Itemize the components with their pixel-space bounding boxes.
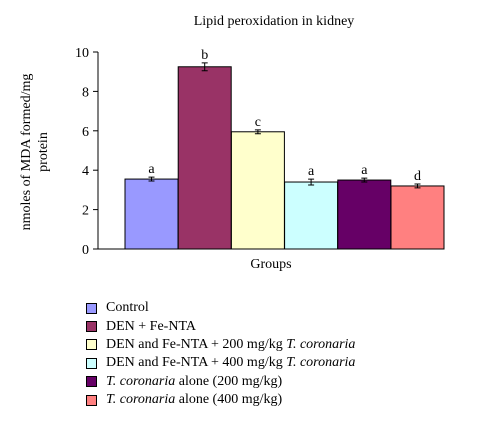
x-axis-label: Groups (250, 257, 291, 272)
y-tick-label: 8 (82, 85, 89, 100)
error-bar (254, 129, 261, 135)
legend-item-den-400: DEN and Fe-NTA + 400 mg/kg T. coronaria (86, 354, 355, 372)
y-tick-label: 2 (82, 204, 89, 219)
legend-item-den-fe-nta: DEN + Fe-NTA (86, 317, 355, 335)
significance-label: d (414, 169, 421, 184)
significance-label: b (201, 48, 208, 63)
legend-swatch (86, 321, 97, 333)
y-tick-label: 0 (82, 243, 89, 258)
y-axis-ticks: 0 2 4 6 8 10 (75, 46, 98, 258)
significance-label: c (255, 115, 261, 130)
legend-label: T. coronaria alone (400 mg/kg) (106, 392, 283, 408)
bar (284, 181, 339, 250)
legend: Control DEN + Fe-NTA DEN and Fe-NTA + 20… (86, 299, 355, 409)
bar (124, 178, 179, 250)
legend-swatch (86, 394, 97, 406)
significance-label: a (361, 163, 368, 178)
significance-label: a (308, 164, 315, 179)
legend-swatch (86, 339, 97, 351)
y-axis-label-line-1: nmoles of MDA formed/mg (19, 74, 34, 231)
error-bar (361, 177, 368, 183)
bar (230, 131, 285, 250)
legend-label: Control (106, 300, 149, 316)
significance-label: a (148, 162, 155, 177)
bar (177, 66, 232, 250)
legend-item-tc-400: T. coronaria alone (400 mg/kg) (86, 391, 355, 409)
y-tick-label: 10 (75, 46, 89, 61)
legend-swatch (86, 302, 97, 314)
bar (390, 185, 445, 250)
error-bar (148, 176, 155, 182)
y-tick-label: 4 (82, 164, 89, 179)
bars: a b c a a d (124, 48, 445, 250)
legend-label: DEN and Fe-NTA + 200 mg/kg T. coronaria (106, 336, 356, 352)
legend-item-tc-200: T. coronaria alone (200 mg/kg) (86, 373, 355, 391)
legend-item-control: Control (86, 299, 355, 317)
legend-swatch (86, 357, 97, 369)
y-tick-label: 6 (82, 125, 89, 140)
error-bar (308, 178, 315, 186)
bar (337, 179, 392, 250)
legend-item-den-200: DEN and Fe-NTA + 200 mg/kg T. coronaria (86, 336, 355, 354)
error-bar (414, 183, 421, 189)
legend-label: T. coronaria alone (200 mg/kg) (106, 373, 283, 389)
y-axis-label-line-2: protein (36, 132, 51, 172)
chart-title: Lipid peroxidation in kidney (194, 14, 355, 29)
error-bar (201, 62, 208, 72)
legend-swatch (86, 376, 97, 388)
legend-label: DEN and Fe-NTA + 400 mg/kg T. coronaria (106, 355, 356, 371)
legend-label: DEN + Fe-NTA (106, 318, 196, 334)
